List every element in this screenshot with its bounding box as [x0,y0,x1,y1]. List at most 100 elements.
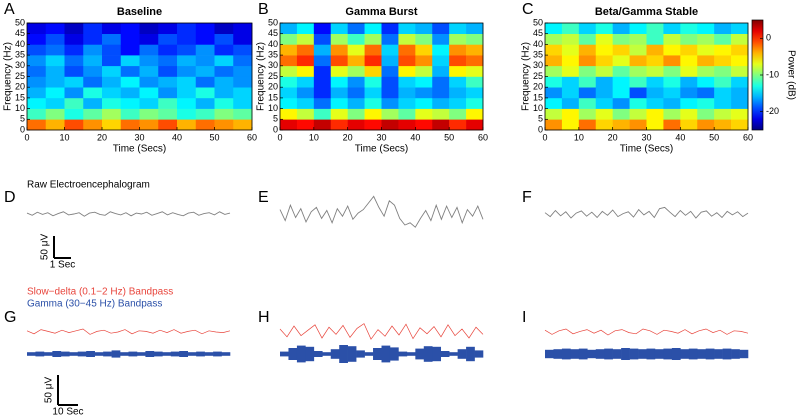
gamma-envelope [60,351,70,357]
heatmap-cell [680,44,698,56]
heatmap-cell [545,119,563,131]
heatmap-cell [432,44,450,56]
heatmap-cell [663,33,681,45]
heatmap-cell [697,97,715,109]
slow-trace [279,323,484,340]
heatmap-cell [330,108,348,120]
heatmap-cell [45,55,65,67]
heatmap-cell [214,108,234,120]
x-tick-label: 50 [709,132,719,142]
gamma-envelope [714,349,723,359]
heatmap-cell [731,87,749,99]
heatmap-cell [330,76,348,88]
heatmap-cell [432,33,450,45]
y-tick-label: 0 [538,124,543,134]
heatmap-cell [731,33,749,45]
heatmap-cell [466,23,484,34]
heatmap-cell [195,87,215,99]
y-tick-label: 15 [15,92,25,102]
gamma-envelope [561,348,571,360]
heatmap-cell [177,44,197,56]
heatmap-cell [233,65,253,77]
gamma-envelope [221,352,231,356]
colorbar-label: Power (dB) [785,50,796,100]
heatmap-cell [158,97,178,109]
heatmap-cell [330,87,348,99]
heatmap-cell [381,87,399,99]
heatmap-cell [629,97,647,109]
heatmap-cell [139,65,159,77]
heatmap-cell [612,65,630,77]
gamma-envelope [120,352,129,356]
heatmap-cell [45,23,65,34]
y-tick-label: 45 [533,28,543,38]
heatmap-cell [214,76,234,88]
heatmap-cell [663,23,681,34]
gamma-envelope [179,351,189,357]
heatmap-cell [214,87,234,99]
heatmap-cell [561,23,580,34]
heatmap-cell [280,97,298,109]
heatmap-cell [629,108,647,120]
heatmap-cell [381,97,399,109]
gamma-envelope [423,346,433,362]
panel-letter: C [522,1,534,18]
heatmap-cell [233,108,253,120]
heatmap-cell [27,33,47,45]
gamma-envelope [296,345,306,363]
gamma-envelope [86,351,95,357]
x-tick-label: 40 [410,132,420,142]
y-tick-label: 35 [533,49,543,59]
heatmap-cell [595,44,613,56]
heatmap-cell [27,108,47,120]
heatmap-cell [64,23,84,34]
heatmap-cell [280,87,298,99]
heatmap-cell [214,44,234,56]
y-tick-label: 30 [268,60,278,70]
heatmap-cell [578,119,597,131]
heatmap-cell [680,55,698,67]
heatmap-cell [280,23,298,34]
heatmap-cell [139,87,159,99]
heatmap-cell [347,33,365,45]
heatmap-cell [102,87,122,99]
heatmap-cell [432,55,450,67]
heatmap-cell [233,87,253,99]
heatmap-cell [364,108,382,120]
x-tick-label: 30 [134,132,144,142]
heatmap-cell [415,33,433,45]
heatmap-cell [595,119,613,131]
y-axis-label: Frequency (Hz) [3,42,14,111]
heatmap-cell [313,55,332,67]
heatmap-cell [714,23,732,34]
heatmap-cell [381,23,399,34]
y-tick-label: 25 [268,71,278,81]
gamma-envelope [466,346,475,362]
heatmap-cell [195,65,215,77]
heatmap-cell [612,87,630,99]
heatmap-cell [347,23,365,34]
gamma-envelope [364,352,374,356]
heatmap-cell [120,97,140,109]
heatmap-cell [27,97,47,109]
heatmap-cell [731,119,749,131]
heatmap-cell [449,55,467,67]
heatmap-cell [578,65,597,77]
heatmap-cell [27,23,47,34]
x-tick-label: 0 [277,132,282,142]
heatmap-cell [415,55,433,67]
heatmap-cell [139,76,159,88]
colorbar-tick-label: -20 [766,106,779,116]
heatmap-cell [330,97,348,109]
heatmap-cell [731,97,749,109]
heatmap-cell [83,55,103,67]
heatmap-cell [177,23,197,34]
eeg-trace [544,206,749,219]
heatmap-cell [364,97,382,109]
heatmap-cell [680,87,698,99]
panel-letter: A [4,1,15,18]
heatmap-cell [330,55,348,67]
heatmap-cell [102,55,122,67]
heatmap-cell [313,76,332,88]
